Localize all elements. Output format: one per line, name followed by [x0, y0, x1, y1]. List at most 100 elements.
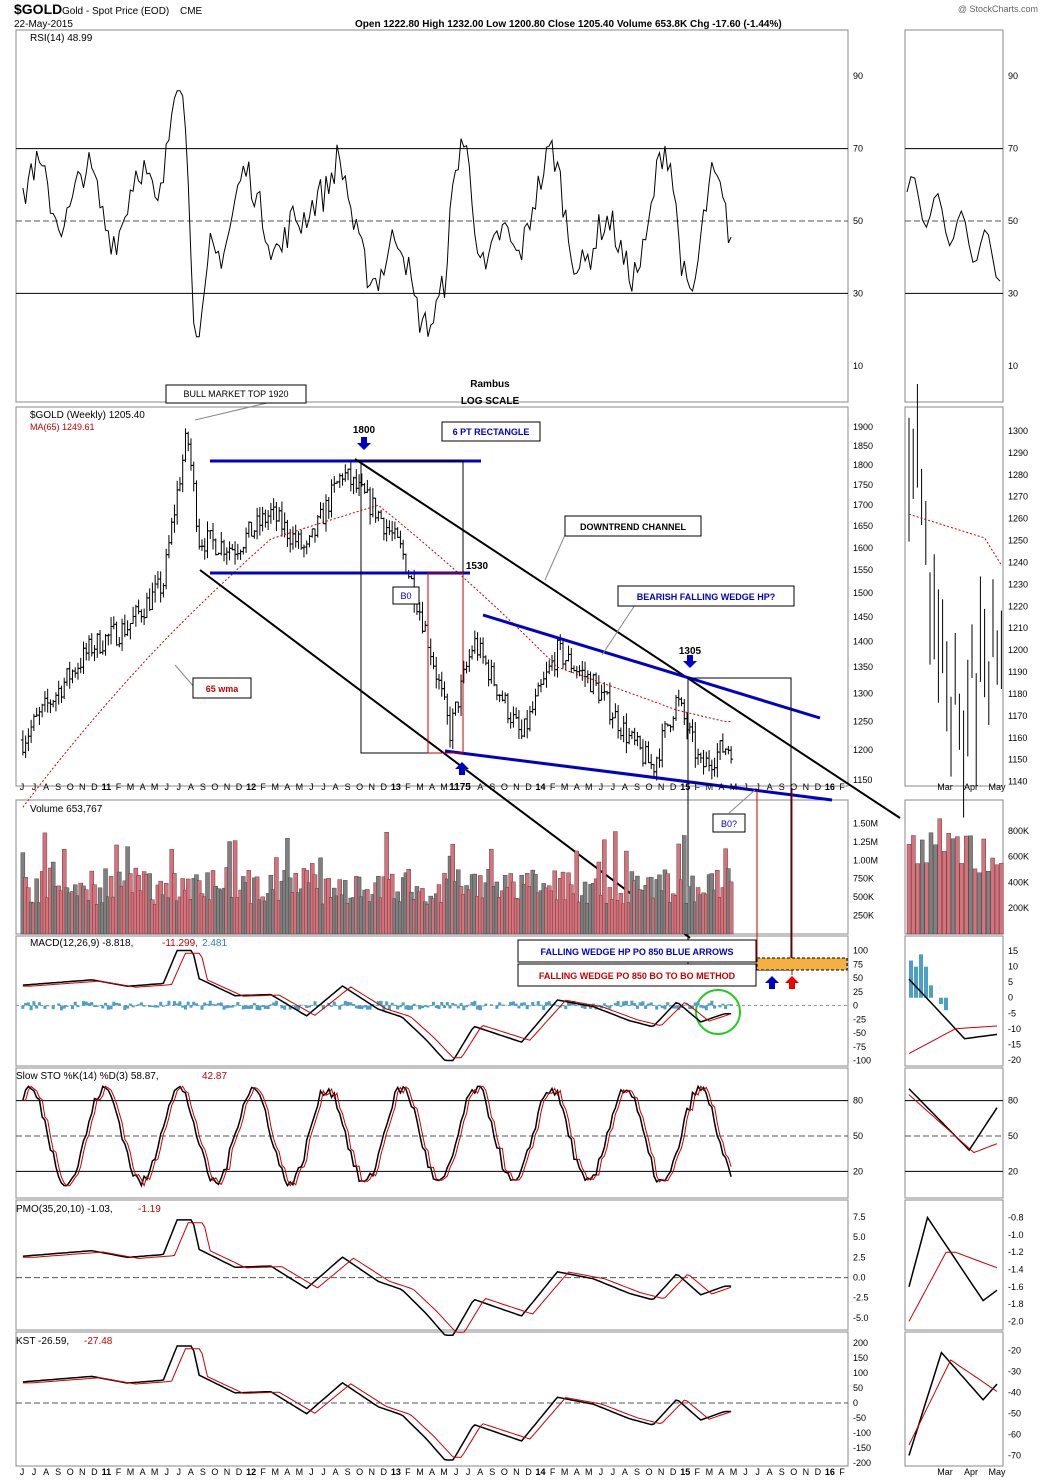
macd-tick-0: 100 [853, 946, 868, 956]
macd-hist-bar [233, 1005, 237, 1007]
bo-q-text: B0? [721, 819, 737, 829]
side-frame-pmo [904, 1199, 1004, 1331]
wedge-box [617, 585, 795, 607]
macd-hist-bar [536, 1001, 540, 1006]
x-label-0-57: M [706, 782, 714, 792]
side-volume-bar [942, 851, 947, 935]
macd-hist-bar [578, 1004, 582, 1006]
price-tick-14: 1200 [853, 745, 873, 755]
side-vol-tick-1: 600K [1008, 852, 1029, 862]
x-label-1-0: J [20, 1467, 25, 1477]
macd-hist-bar [646, 1003, 650, 1006]
x-label-0-33: M [416, 782, 424, 792]
sto-k-line [22, 1084, 732, 1188]
x-label-1-19: 12 [246, 1467, 256, 1477]
kst-signal-line [22, 1348, 732, 1458]
side-pmo-signal-line [908, 1251, 998, 1322]
macd-hist-bar [313, 1001, 317, 1006]
macd-hist-bar [729, 1004, 733, 1006]
bo-measure-box [427, 572, 464, 754]
volume-bar [728, 881, 734, 935]
side-kst-tick-1: -30 [1008, 1367, 1021, 1377]
price-tick-8: 1500 [853, 588, 873, 598]
side-ma-line [908, 513, 1002, 566]
x-label-1-20: F [260, 1467, 266, 1477]
x-label-0-45: M [561, 782, 569, 792]
macd-hist-bar [624, 1000, 628, 1006]
macd-hist-bar [580, 1005, 584, 1008]
sto-d-label: 42.87 [202, 1071, 227, 1082]
macd-hist-bar [357, 1005, 361, 1009]
x-label-0-50: A [622, 782, 628, 792]
macd-hist-bar [641, 1001, 645, 1006]
macd-hist-bar [539, 1004, 543, 1006]
x-label-1-1: J [32, 1467, 37, 1477]
macd-hist-bar [396, 1005, 400, 1010]
x-label-1-60: J [743, 1467, 748, 1477]
macd-hist-bar [172, 1001, 176, 1006]
x-label-0-15: S [200, 782, 206, 792]
macd-hist-bar [721, 1003, 725, 1006]
macd-hist-bar [269, 1004, 273, 1006]
macd-hist-bar [37, 1002, 41, 1006]
macd-hist-bar [522, 1002, 526, 1006]
side-macd-tick-4: -5 [1008, 1008, 1016, 1018]
side-vol-tick-2: 400K [1008, 877, 1029, 887]
macd-hist-bar [390, 1002, 394, 1006]
x-label-1-41: N [513, 1467, 520, 1477]
price-objective-zone [756, 957, 848, 971]
x-label-1-57: M [706, 1467, 714, 1477]
price-tick-13: 1250 [853, 716, 873, 726]
macd-hist-bar [520, 1002, 524, 1006]
macd-hist-bar [95, 1005, 99, 1007]
macd-hist-bar [219, 1002, 223, 1006]
bo-q-pointer [728, 789, 756, 814]
x-label-1-24: J [309, 1467, 314, 1477]
macd-hist-bar [481, 1005, 485, 1007]
rsi-tick-3: 30 [853, 288, 863, 298]
x-label-0-31: 13 [391, 782, 401, 792]
macd-hist-bar [156, 1005, 160, 1008]
macd-hist-bar [415, 1005, 419, 1007]
macd-hist-bar [73, 1001, 77, 1006]
price-tick-10: 1400 [853, 637, 873, 647]
side-pmo-line [908, 1215, 998, 1302]
x-label-1-30: D [381, 1467, 388, 1477]
macd-hist-bar [222, 1005, 226, 1010]
macd-hist-bar [352, 1003, 356, 1006]
label-1530: 1530 [466, 561, 489, 572]
macd-hist-bar [649, 1002, 653, 1006]
macd-hist-bar [476, 1005, 480, 1010]
side-price-tick-15: 1150 [1008, 755, 1027, 765]
macd-hist-bar [183, 1005, 187, 1010]
rsi-label: RSI(14) 48.99 [30, 33, 93, 44]
ma-label: MA(65) 1249.61 [30, 422, 95, 432]
kst-tick-2: 100 [853, 1368, 868, 1378]
side-sto-k-line [908, 1088, 998, 1152]
side-kst-line [908, 1351, 998, 1456]
macd-hist-bar [517, 1005, 521, 1009]
x-label-0-37: J [466, 782, 471, 792]
macd-hist-bar [448, 1005, 452, 1009]
rsi-tick-2: 50 [853, 216, 863, 226]
arrow-down-1305-icon [683, 655, 697, 668]
macd-hist-bar [263, 1005, 267, 1009]
macd-hist-bar [420, 1005, 424, 1009]
side-sto-tick-1: 50 [1008, 1131, 1018, 1141]
x-label-0-7: 11 [102, 782, 112, 792]
x-label-0-0: J [20, 782, 25, 792]
x-label-0-68: F [839, 782, 845, 792]
x-label-1-16: O [211, 1467, 218, 1477]
macd-hist-bar [261, 1005, 265, 1008]
x-label-1-8: F [116, 1467, 122, 1477]
macd-hist-bar [255, 1005, 259, 1010]
macd-hist-bar [363, 1005, 367, 1008]
macd-hist-bar [544, 1002, 548, 1006]
bull-top-text: BULL MARKET TOP 1920 [183, 389, 288, 399]
side-volume-bar [911, 835, 916, 935]
macd-hist-bar [365, 1005, 369, 1010]
rect-text: 6 PT RECTANGLE [453, 427, 530, 437]
x-label-1-67: 16 [825, 1467, 835, 1477]
side-pmo-tick-6: -2.0 [1008, 1316, 1024, 1326]
side-sto-tick-2: 20 [1008, 1166, 1018, 1176]
